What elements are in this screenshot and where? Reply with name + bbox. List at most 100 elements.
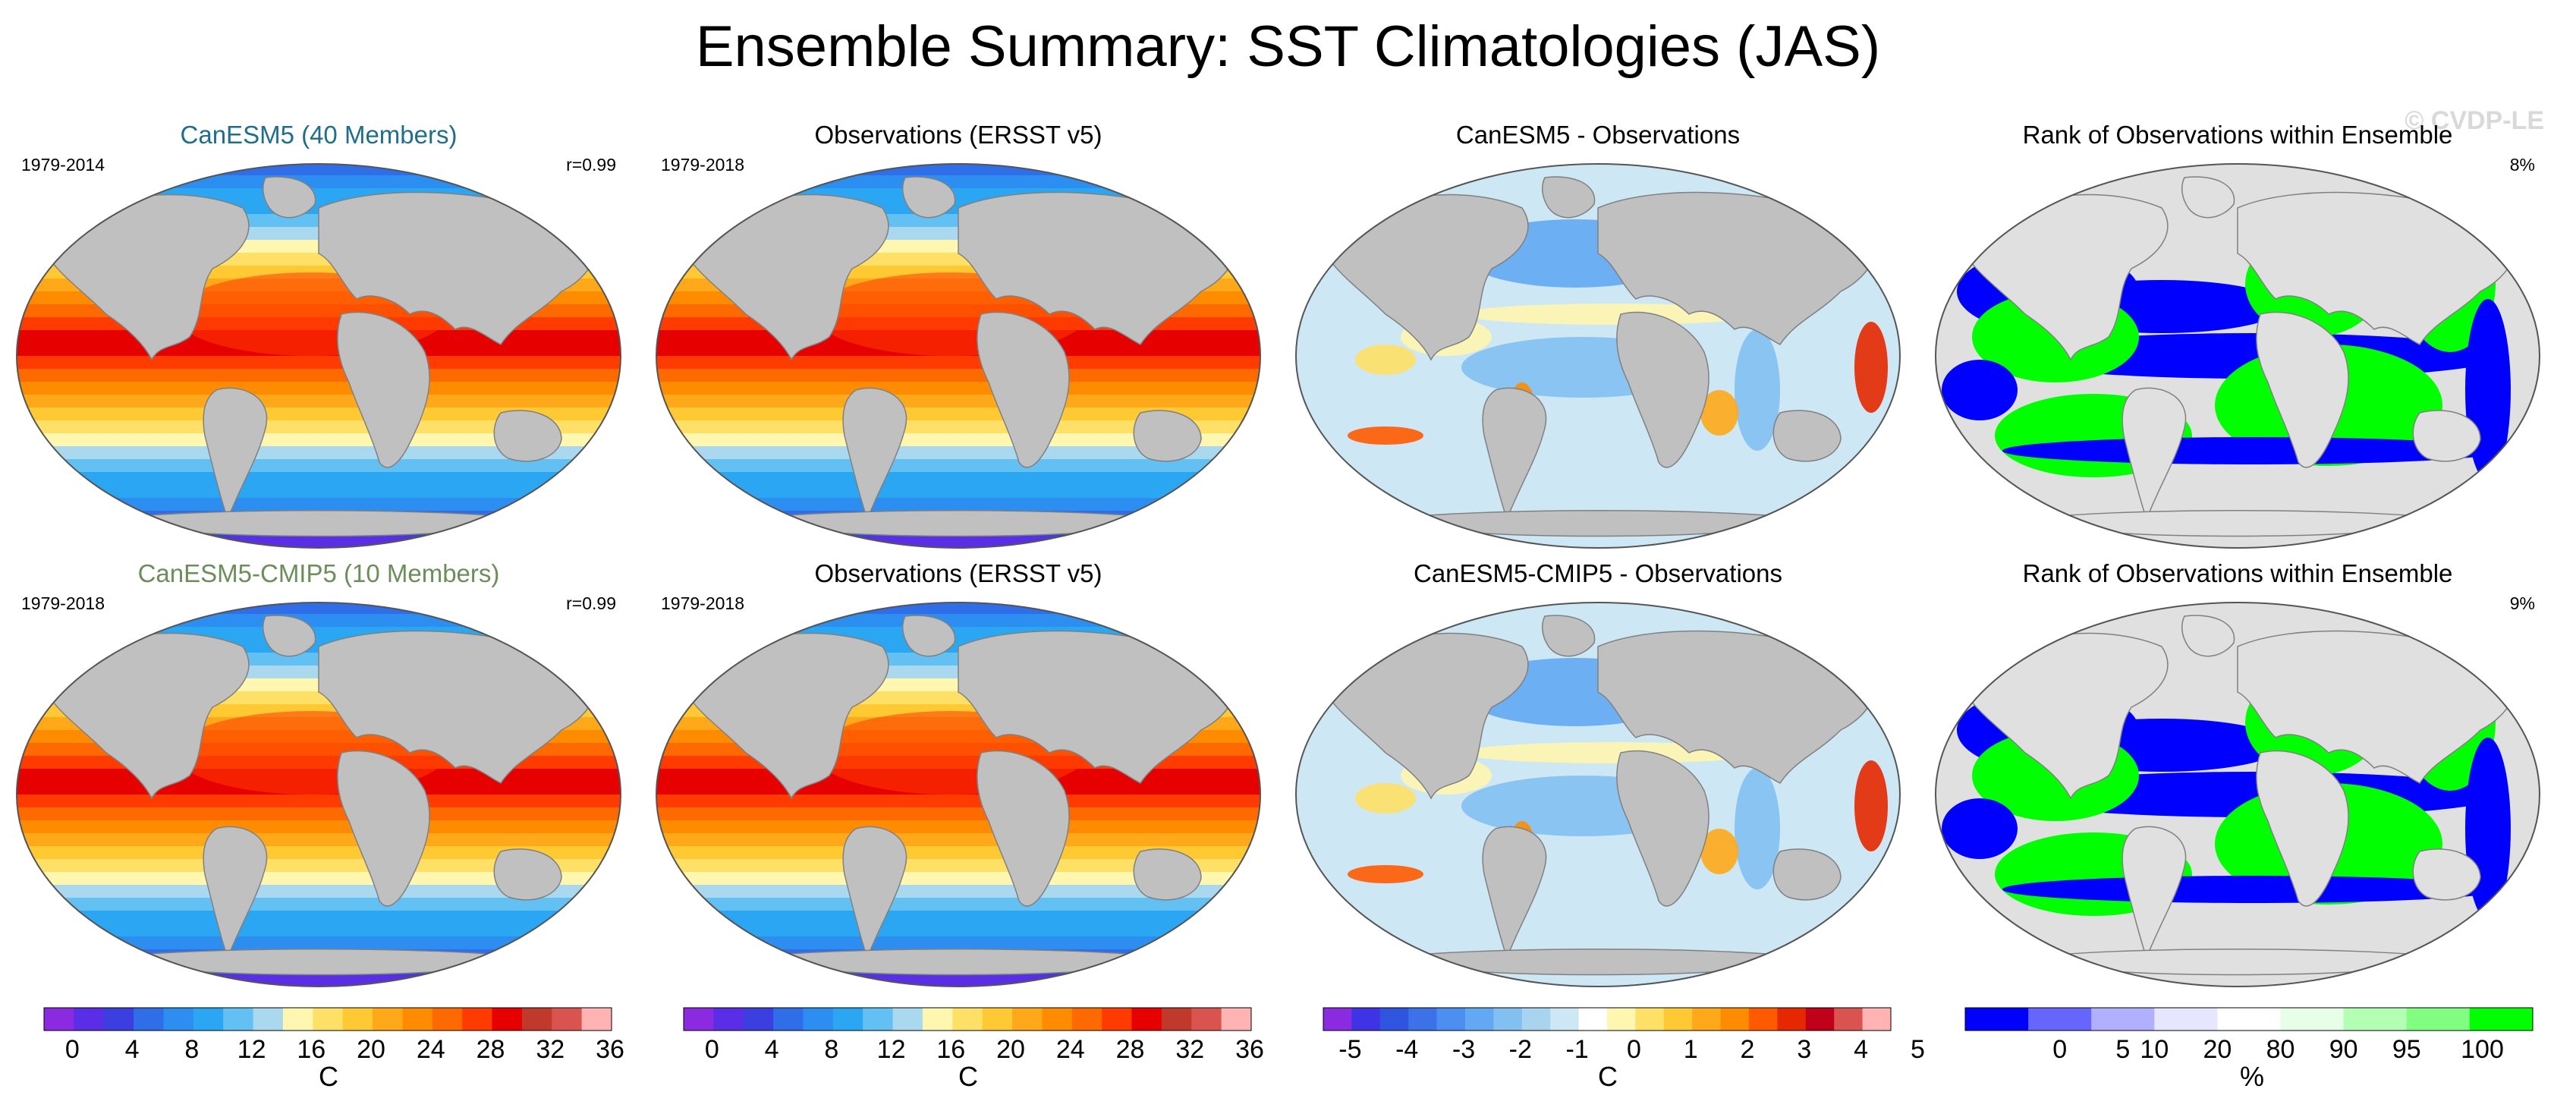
map-panel-p23: CanESM5-CMIP5 - Observations: [1287, 559, 1909, 995]
colorbar-swatch: [2406, 1008, 2471, 1031]
colorbar-tick-label: 32: [1175, 1035, 1204, 1064]
world-map: [1295, 602, 1901, 987]
world-map: [16, 602, 621, 987]
colorbar-tick-label: 1: [1684, 1035, 1698, 1064]
colorbar-tick-label: 8: [184, 1035, 199, 1064]
colorbar-cb3: -5 -4 -3 -2 -1 0 1 2 3 4 5 C: [1323, 1007, 1925, 1114]
colorbar-swatch: [1578, 1008, 1608, 1031]
colorbar-tick-label: 24: [417, 1035, 445, 1064]
colorbar-swatch: [1805, 1008, 1835, 1031]
colorbar-tick-label: 100: [2461, 1035, 2504, 1064]
colorbar-swatch: [1465, 1008, 1494, 1031]
colorbar-tick-label: 16: [936, 1035, 965, 1064]
colorbar-swatch: [952, 1008, 983, 1031]
colorbar-tick-label: -4: [1395, 1035, 1418, 1064]
map-panel-p24: Rank of Observations within Ensemble 9%: [1926, 559, 2549, 995]
colorbar-swatch: [1131, 1008, 1162, 1031]
colorbar-tick-label: 5: [1911, 1035, 1925, 1064]
colorbar-swatch: [253, 1008, 284, 1031]
world-map: [1935, 163, 2540, 549]
colorbar-tick-label: 95: [2392, 1035, 2421, 1064]
colorbar-swatch: [1862, 1008, 1892, 1031]
colorbar-swatch: [713, 1008, 744, 1031]
colorbar-swatch: [1012, 1008, 1043, 1031]
colorbar-swatch: [1965, 1008, 2029, 1031]
colorbar-swatch: [373, 1008, 403, 1031]
colorbar-swatch: [1323, 1008, 1352, 1031]
colorbar-tick-label: 0: [2052, 1035, 2067, 1064]
colorbar-swatch: [1042, 1008, 1073, 1031]
colorbar-tick-label: 4: [765, 1035, 779, 1064]
world-map: [656, 602, 1261, 987]
colorbar-tick-label: 8: [824, 1035, 838, 1064]
colorbar-tick-label: 4: [125, 1035, 140, 1064]
colorbar-tick-label: 12: [237, 1035, 266, 1064]
colorbar-tick-label: 4: [1854, 1035, 1868, 1064]
watermark: © CVDP-LE: [2405, 106, 2544, 135]
colorbar-swatch: [1221, 1008, 1252, 1031]
colorbar-unit: %: [2240, 1061, 2265, 1092]
colorbar-swatch: [103, 1008, 134, 1031]
map-panel-p13: CanESM5 - Observations: [1287, 120, 1909, 556]
colorbar-swatch: [2154, 1008, 2218, 1031]
panel-stat: 9%: [2509, 593, 2535, 613]
colorbar-tick-label: 28: [477, 1035, 505, 1064]
map-panel-p22: Observations (ERSST v5) 1979-2018: [647, 559, 1269, 995]
colorbar-swatch: [432, 1008, 463, 1031]
colorbar-swatch: [1351, 1008, 1381, 1031]
colorbar-swatch: [2028, 1008, 2092, 1031]
colorbar-swatch: [74, 1008, 105, 1031]
colorbar-swatch: [1071, 1008, 1102, 1031]
panel-stat: r=0.99: [566, 155, 616, 175]
colorbar-swatch: [1102, 1008, 1133, 1031]
colorbar-unit: C: [1598, 1061, 1618, 1092]
colorbar-tick-label: 0: [1627, 1035, 1641, 1064]
colorbar-swatch: [163, 1008, 194, 1031]
world-map: [16, 163, 621, 549]
colorbar-tick-label: 20: [357, 1035, 385, 1064]
colorbar-swatch: [402, 1008, 433, 1031]
colorbar-swatch: [2217, 1008, 2282, 1031]
colorbar-tick-label: 28: [1116, 1035, 1145, 1064]
map-panel-p12: Observations (ERSST v5) 1979-2018: [647, 120, 1269, 556]
colorbar-tick-label: -1: [1565, 1035, 1588, 1064]
colorbar-swatch: [982, 1008, 1013, 1031]
colorbar-tick-label: 20: [996, 1035, 1025, 1064]
colorbar-tick-label: 90: [2329, 1035, 2358, 1064]
panel-title: CanESM5 - Observations: [1455, 121, 1741, 149]
colorbar-swatch: [1550, 1008, 1580, 1031]
colorbar-swatch: [832, 1008, 863, 1031]
colorbar-swatch: [773, 1008, 804, 1031]
colorbar-swatch: [1161, 1008, 1192, 1031]
colorbar-tick-label: 16: [297, 1035, 326, 1064]
colorbar-swatch: [313, 1008, 344, 1031]
colorbar-tick-label: 36: [1235, 1035, 1264, 1064]
colorbar-swatch: [2280, 1008, 2345, 1031]
panel-title: Observations (ERSST v5): [814, 121, 1102, 149]
colorbar-swatch: [2469, 1008, 2534, 1031]
colorbar-swatch: [1834, 1008, 1864, 1031]
panel-stat: 8%: [2509, 155, 2535, 175]
colorbar-swatch: [581, 1008, 612, 1031]
map-panel-p14: Rank of Observations within Ensemble 8%: [1926, 120, 2549, 556]
colorbar-swatch: [1663, 1008, 1693, 1031]
colorbar-tick-label: 80: [2266, 1035, 2295, 1064]
colorbar-swatch: [1635, 1008, 1665, 1031]
panel-stat: r=0.99: [566, 593, 616, 613]
world-map: [1935, 602, 2540, 987]
world-map: [656, 163, 1261, 549]
colorbar-swatch: [342, 1008, 373, 1031]
colorbar-swatch: [1720, 1008, 1750, 1031]
colorbar-swatch: [2343, 1008, 2408, 1031]
colorbar-swatch: [743, 1008, 774, 1031]
colorbar-cb1: 0 4 8 12 16 20 24 28 32 36 C: [43, 1007, 624, 1114]
colorbar-tick-label: 3: [1797, 1035, 1811, 1064]
map-panel-p21: CanESM5-CMIP5 (10 Members) 1979-2018 r=0.9…: [8, 559, 630, 995]
colorbar-swatch: [803, 1008, 834, 1031]
colorbar-unit: C: [319, 1061, 338, 1092]
colorbar-swatch: [1777, 1008, 1807, 1031]
colorbar-cb2: 0 4 8 12 16 20 24 28 32 36 C: [683, 1007, 1264, 1114]
panel-title: Observations (ERSST v5): [814, 559, 1102, 587]
panel-title: CanESM5-CMIP5 - Observations: [1414, 559, 1782, 587]
panel-title: Rank of Observations within Ensemble: [2022, 121, 2453, 149]
